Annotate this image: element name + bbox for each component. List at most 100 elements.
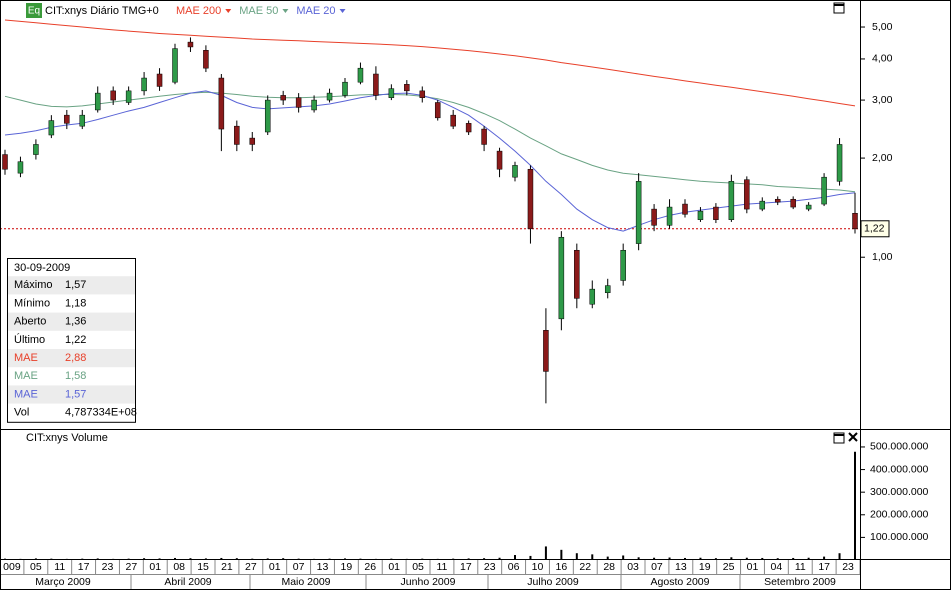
info-value: 1,57 [65, 279, 86, 291]
volume-bar [498, 557, 501, 560]
candle-body [574, 249, 580, 299]
candle-body [728, 181, 735, 220]
x-tick-label: 27 [245, 561, 257, 573]
x-tick-label: 01 [269, 561, 281, 573]
candle-body [821, 176, 827, 205]
info-row-bg [8, 385, 135, 404]
close-button[interactable] [848, 432, 858, 442]
x-tick-label: 22 [579, 561, 591, 573]
x-tick-label: 10 [532, 561, 544, 573]
x-tick-label: 07 [293, 561, 305, 573]
y-tick-label: 4,00 [872, 53, 893, 65]
candle-body [172, 48, 178, 83]
candle-body [264, 99, 271, 133]
x-tick-label: 27 [126, 561, 138, 573]
candle-body [357, 67, 364, 83]
candle-body [326, 92, 333, 101]
candle-body [203, 50, 209, 69]
y-tick-label: 500.000.000 [870, 441, 929, 453]
x-tick-label: 01 [388, 561, 400, 573]
x-tick-label: 17 [818, 561, 830, 573]
maximize-button[interactable] [833, 432, 845, 444]
month-label: Agosto 2009 [651, 576, 710, 588]
volume-bar [514, 555, 516, 560]
info-label: Vol [14, 407, 29, 419]
volume-bar [838, 553, 841, 560]
x-tick-label: 04 [771, 561, 783, 573]
candle-body [295, 97, 302, 108]
candle-body [141, 77, 147, 92]
x-tick-label: 21 [221, 561, 233, 573]
x-tick-label: 19 [699, 561, 711, 573]
info-label: MAE [14, 370, 38, 382]
candle-body [465, 123, 472, 133]
info-value: 1,57 [65, 388, 86, 400]
month-label: Setembro 2009 [764, 576, 836, 588]
volume-bar [591, 554, 594, 560]
candle-body [48, 120, 55, 136]
info-value: 1,36 [65, 316, 86, 328]
info-label: MAE [14, 388, 38, 400]
chart-title: CIT:xnys Diário TMG+0 [45, 5, 159, 17]
y-tick-label: 400.000.000 [870, 463, 929, 475]
y-tick-label: 3,00 [872, 94, 893, 106]
x-tick-label: 08 [173, 561, 185, 573]
info-value: 1,18 [65, 297, 86, 309]
candle-body [774, 198, 781, 203]
x-tick-label: 19 [341, 561, 353, 573]
candle-body [744, 179, 750, 210]
y-tick-label: 1,00 [872, 251, 893, 263]
x-tick-label: 17 [460, 561, 472, 573]
x-tick-label: 26 [364, 561, 376, 573]
x-tick-label: 16 [556, 561, 568, 573]
month-label: Julho 2009 [527, 576, 579, 588]
candle-body [110, 90, 116, 101]
candle-body [759, 200, 766, 210]
x-tick-label: 23 [842, 561, 854, 573]
volume-bar [745, 557, 748, 560]
x-tick-label: 11 [54, 561, 65, 573]
candle-body [434, 102, 441, 119]
x-tick-label: 13 [317, 561, 329, 573]
candle-body [682, 203, 688, 215]
candle-body [697, 210, 704, 220]
y-tick-label: 2,00 [872, 152, 893, 164]
info-label: MAE [14, 352, 38, 364]
volume-bar [653, 557, 656, 560]
candle-body [620, 249, 626, 281]
candle-body [388, 88, 395, 98]
x-tick-label: 05 [412, 561, 424, 573]
candle-body [373, 73, 379, 96]
moving-average-line [4, 19, 856, 107]
volume-bar [668, 557, 671, 560]
candle-body [543, 330, 549, 372]
candle-body [17, 161, 24, 174]
eq-icon [26, 3, 42, 18]
month-label: Abril 2009 [164, 576, 211, 588]
y-tick-label: 100.000.000 [870, 531, 929, 543]
candle-body [311, 99, 317, 111]
legend-entry: MAE 20 [296, 5, 335, 17]
x-tick-label: 13 [675, 561, 687, 573]
icon-line [848, 432, 858, 442]
volume-bar [606, 556, 609, 560]
legend-arrow [225, 9, 232, 13]
volume-bar [174, 557, 176, 560]
volume-bar [637, 557, 640, 560]
candle-body [651, 208, 657, 226]
maximize-button[interactable] [833, 2, 845, 14]
x-tick-label: 28 [603, 561, 615, 573]
candle-body [234, 125, 240, 145]
candle-body [342, 81, 348, 96]
candle-body [836, 144, 843, 182]
candle-body [218, 77, 225, 130]
volume-bar [529, 555, 532, 560]
candle-body [94, 92, 101, 111]
x-tick-label: 15 [197, 561, 209, 573]
x-tick-label: 05 [30, 561, 42, 573]
x-tick-label: 11 [436, 561, 447, 573]
candle-body [481, 128, 487, 145]
candle-body [527, 168, 534, 230]
candle-body [187, 41, 194, 48]
